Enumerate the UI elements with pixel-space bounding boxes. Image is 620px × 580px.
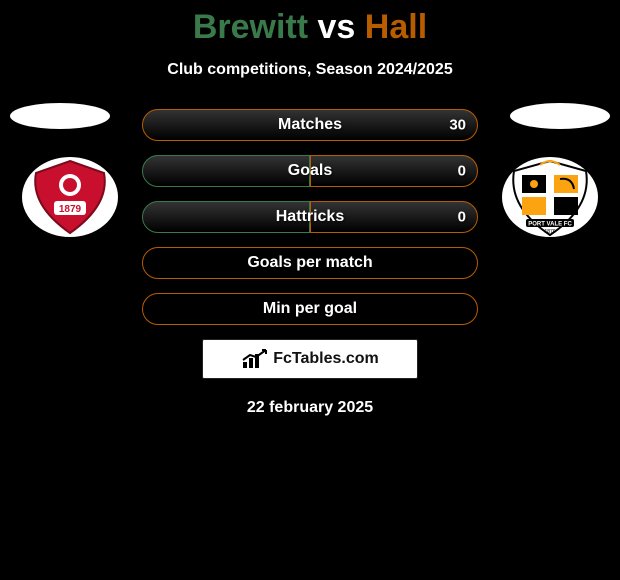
subtitle: Club competitions, Season 2024/2025	[0, 61, 620, 79]
stat-label: Min per goal	[263, 300, 357, 318]
stat-label: Goals	[288, 162, 332, 180]
stat-label: Goals per match	[247, 254, 372, 272]
stat-row: Min per goal	[142, 293, 478, 325]
svg-text:PORT VALE FC: PORT VALE FC	[528, 222, 572, 228]
stat-value-right: 0	[458, 209, 466, 226]
stat-row: Goals 0	[142, 155, 478, 187]
player-left-silhouette	[10, 103, 110, 129]
page-title: Brewitt vs Hall	[0, 0, 620, 47]
svg-text:1876: 1876	[544, 229, 555, 235]
player-right-silhouette	[510, 103, 610, 129]
player-left-name: Brewitt	[193, 8, 308, 46]
branding-text: FcTables.com	[273, 350, 379, 368]
stat-row: Goals per match	[142, 247, 478, 279]
vs-label: vs	[318, 8, 356, 46]
stat-bar-right	[310, 155, 478, 187]
branding-box: FcTables.com	[202, 339, 418, 379]
stat-rows: Matches 30 Goals 0 Hattricks 0 Goals per match…	[142, 109, 478, 325]
date-label: 22 february 2025	[0, 399, 620, 417]
svg-text:1879: 1879	[59, 204, 82, 215]
stat-label: Matches	[278, 116, 342, 134]
fctables-logo-icon	[241, 348, 269, 370]
stat-row: Hattricks 0	[142, 201, 478, 233]
swindon-crest-icon: 1879	[20, 155, 120, 239]
stat-value-right: 0	[458, 163, 466, 180]
port-vale-crest-icon: PORT VALE FC 1876	[500, 155, 600, 239]
stat-bar-left	[142, 155, 310, 187]
stat-row: Matches 30	[142, 109, 478, 141]
stat-value-right: 30	[449, 117, 466, 134]
stat-label: Hattricks	[276, 208, 344, 226]
comparison-arena: 1879 PORT VALE FC 1876 Matches30Goals0Ha…	[0, 109, 620, 417]
team-left-crest: 1879	[20, 155, 120, 239]
player-right-name: Hall	[365, 8, 427, 46]
team-right-crest: PORT VALE FC 1876	[500, 155, 600, 239]
